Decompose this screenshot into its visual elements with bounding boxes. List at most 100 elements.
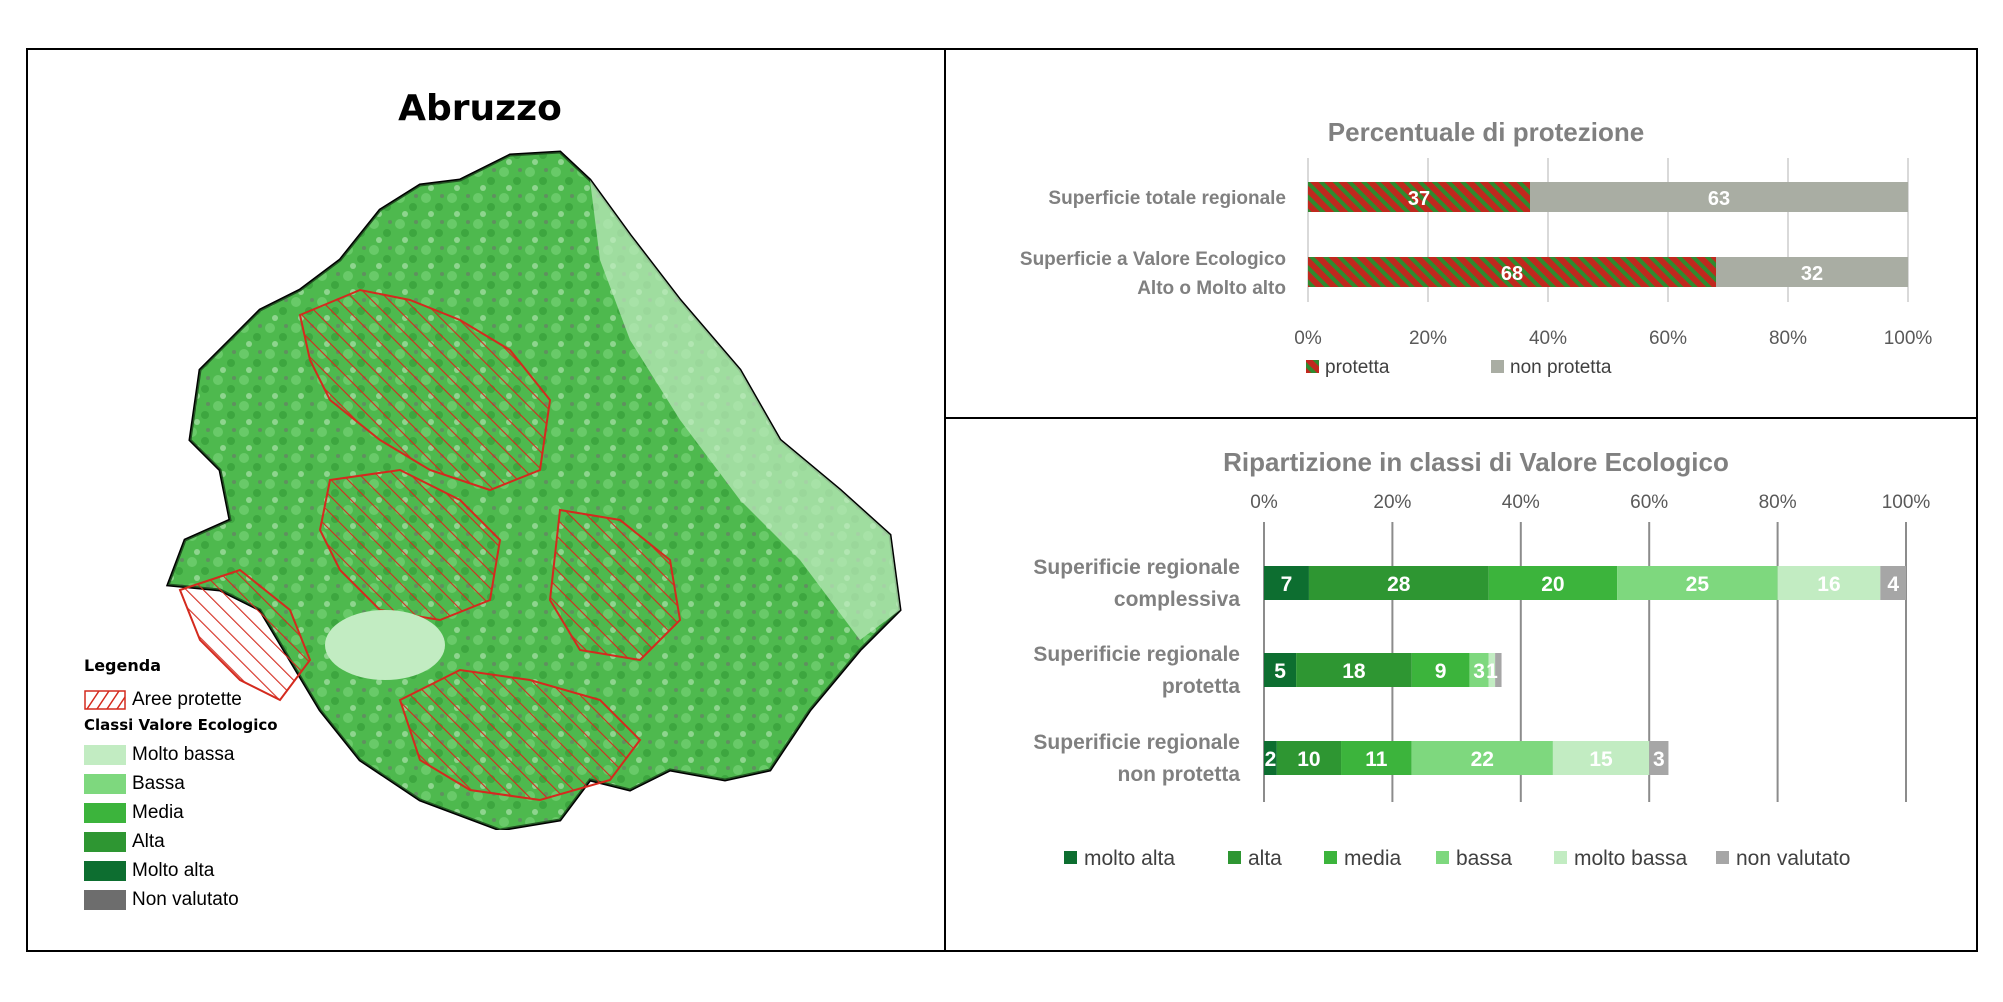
legend-item: Molto bassa [84, 740, 344, 769]
legend-item-protected: Aree protette [84, 685, 344, 714]
x-tick-label: 60% [1630, 492, 1668, 513]
data-label: 3 [1653, 748, 1665, 771]
horizontal-divider [944, 417, 1978, 419]
bar-segment [1308, 257, 1716, 287]
category-label: Superficie a Valore Ecologico [1020, 249, 1286, 270]
legend-item: Bassa [84, 769, 344, 798]
x-tick-label: 100% [1882, 492, 1931, 513]
data-label: 4 [1887, 573, 1899, 596]
map-legend: Legenda Aree protette Classi Valore Ecol… [84, 656, 344, 914]
data-label: 2 [1265, 748, 1277, 771]
bar-segment [1649, 741, 1669, 775]
bar-segment [1469, 653, 1489, 687]
data-label: 37 [1408, 188, 1430, 210]
bar-segment [1264, 741, 1277, 775]
protection-chart: Percentuale di protezione 0% 20% 40% 60% 80% 1… [1020, 117, 1933, 378]
abruzzo-map [165, 150, 902, 830]
legend-swatch [84, 889, 126, 910]
bar-segment [1308, 566, 1489, 600]
legend-label: Molto alta [132, 859, 215, 881]
legend-swatch [84, 860, 126, 881]
legend-swatch [1554, 851, 1567, 864]
data-label: 7 [1281, 573, 1293, 596]
legend-item: Media [84, 798, 344, 827]
coastal-strip [590, 180, 900, 640]
data-label: 25 [1686, 573, 1710, 596]
data-label: 1 [1486, 660, 1498, 683]
category-label: non protetta [1118, 763, 1241, 786]
bar-segment [1488, 653, 1496, 687]
figure-frame [26, 48, 1978, 952]
legend-item: Non valutato [84, 885, 344, 914]
x-tick-label: 80% [1759, 492, 1797, 513]
protected-hatch-swatch [84, 689, 126, 710]
data-label: 9 [1435, 660, 1447, 683]
data-label: 28 [1387, 573, 1411, 596]
legend-swatch [1491, 360, 1504, 373]
data-label: 32 [1801, 263, 1823, 285]
legend-label-protected: Aree protette [132, 688, 242, 710]
bar-segment [1411, 653, 1470, 687]
legend-label: Media [132, 801, 184, 823]
data-label: 10 [1297, 748, 1320, 771]
bar-segment [1264, 653, 1297, 687]
vertical-divider [944, 48, 946, 952]
legend-label: Molto bassa [132, 743, 235, 765]
data-label: 3 [1473, 660, 1485, 683]
legend-swatch [1436, 851, 1449, 864]
x-tick-label: 20% [1373, 492, 1411, 513]
category-label: Superificie regionale [1033, 556, 1240, 579]
x-tick-label: 0% [1294, 328, 1322, 349]
fucino-plain [325, 610, 445, 680]
bar-segment [1716, 257, 1908, 287]
legend-swatch [84, 831, 126, 852]
legend-title: Legenda [84, 656, 161, 675]
category-label: Superificie regionale [1033, 643, 1240, 666]
legend-swatch [1306, 360, 1319, 373]
data-label: 22 [1471, 748, 1494, 771]
legend-swatch [1064, 851, 1077, 864]
legend-swatch [1228, 851, 1241, 864]
x-tick-label: 100% [1884, 328, 1933, 349]
bar-segment [1488, 566, 1618, 600]
bar-segment [1276, 741, 1342, 775]
chart-title: Ripartizione in classi di Valore Ecologi… [1223, 447, 1729, 477]
legend-label: non valutato [1736, 847, 1850, 870]
category-label: complessiva [1114, 588, 1240, 611]
x-tick-label: 0% [1250, 492, 1278, 513]
legend-label: Bassa [132, 772, 185, 794]
data-label: 68 [1501, 263, 1523, 285]
bar-segment [1264, 566, 1309, 600]
protected-area-west [178, 568, 312, 702]
legend-label: protetta [1325, 357, 1390, 378]
data-label: 63 [1708, 188, 1730, 210]
classes-chart: Ripartizione in classi di Valore Ecologi… [1033, 447, 1931, 870]
bar-segment [1880, 566, 1906, 600]
legend-label: bassa [1456, 847, 1512, 870]
legend-label: molto bassa [1574, 847, 1688, 870]
data-label: 16 [1817, 573, 1840, 596]
legend-label: molto alta [1084, 847, 1175, 870]
x-tick-label: 40% [1502, 492, 1540, 513]
legend-swatch [1716, 851, 1729, 864]
protected-area-majella [548, 508, 682, 662]
legend-item: Alta [84, 827, 344, 856]
bar-segment [1296, 653, 1412, 687]
bar-segment [1411, 741, 1553, 775]
category-label: protetta [1162, 675, 1240, 698]
x-tick-label: 20% [1409, 328, 1447, 349]
data-label: 5 [1274, 660, 1286, 683]
category-label: Superficie totale regionale [1048, 188, 1286, 209]
bar-segment [1552, 741, 1650, 775]
map-title: Abruzzo [398, 88, 562, 129]
protected-area-center [318, 468, 502, 622]
data-label: 15 [1589, 748, 1613, 771]
bar-segment [1308, 182, 1530, 212]
bar-segment [1495, 653, 1502, 687]
legend-label: Non valutato [132, 888, 239, 910]
bar-segment [1617, 566, 1778, 600]
legend-item: Molto alta [84, 856, 344, 885]
legend-classes-title: Classi Valore Ecologico [84, 716, 278, 734]
legend-label: Alta [132, 830, 165, 852]
bar-segment [1341, 741, 1412, 775]
